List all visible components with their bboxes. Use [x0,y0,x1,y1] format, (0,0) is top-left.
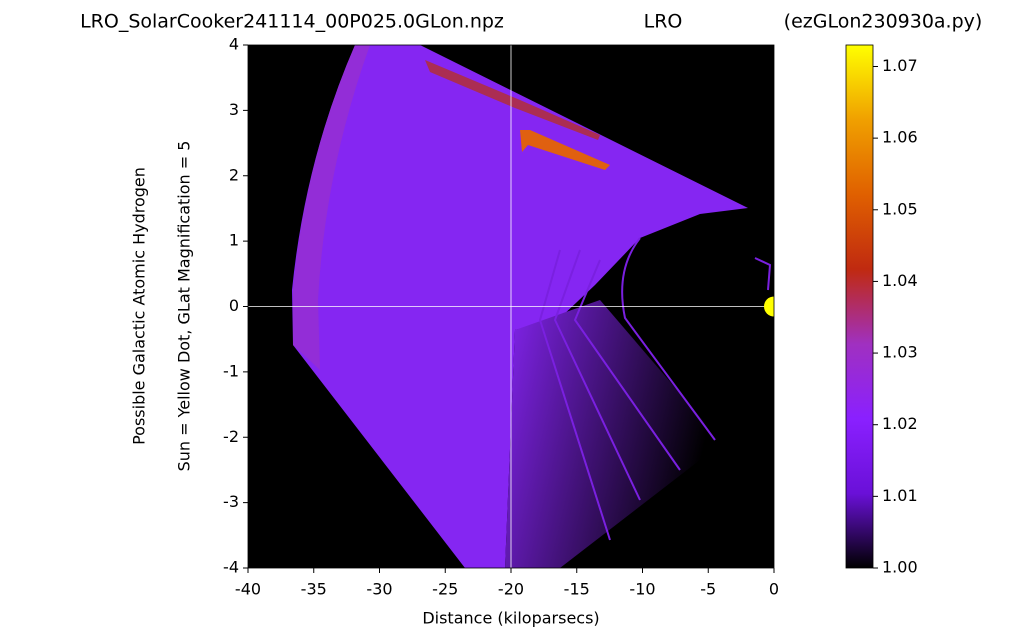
hydrogen-streak [520,130,610,170]
y-tick-label: -2 [223,427,239,446]
x-axis-label: Distance (kiloparsecs) [422,609,599,628]
title-left: LRO_SolarCooker241114_00P025.0GLon.npz [80,11,504,33]
y-tick-label: -4 [223,558,239,577]
x-tick-label: -15 [564,580,590,599]
sun-marker [764,296,774,317]
x-tick-label: -40 [235,580,261,599]
title-right: (ezGLon230930a.py) [784,11,983,33]
hydrogen-region [293,45,370,370]
y-tick-label: 3 [229,100,239,119]
x-tick-label: -20 [498,580,524,599]
colorbar-tick-label: 1.04 [882,271,918,290]
colorbar [845,44,874,569]
colorbar-tick-label: 1.06 [882,128,918,147]
x-tick-label: -35 [301,580,327,599]
stripe [553,249,641,501]
stripe [621,237,716,441]
x-tick-label: -25 [432,580,458,599]
stripe [573,259,681,471]
y-tick-label: 0 [229,296,239,315]
stripe [754,257,772,291]
x-tick-label: -30 [366,580,392,599]
x-tick-label: -5 [700,580,716,599]
colorbar-tick-label: 1.00 [882,558,918,577]
colorbar-tick-label: 1.03 [882,343,918,362]
colorbar-tick-label: 1.02 [882,414,918,433]
colorbar-tick-label: 1.07 [882,56,918,75]
y-tick-label: -3 [223,492,239,511]
y-axis-label: Sun = Yellow Dot, GLat Magnification = 5 [175,141,194,472]
colorbar-tick-label: 1.01 [882,486,918,505]
x-tick-label: 0 [769,580,779,599]
y-tick-label: 2 [229,165,239,184]
y-tick-label: 1 [229,231,239,250]
y-tick-label: -1 [223,361,239,380]
y-axis-label: Possible Galactic Atomic Hydrogen [130,167,149,445]
hydrogen-stripes [538,237,772,541]
stripe [538,249,611,541]
colorbar-tick-label: 1.05 [882,199,918,218]
x-tick-label: -10 [629,580,655,599]
chart-title: LRO [644,11,683,33]
hydrogen-fade [505,300,720,568]
y-tick-label: 4 [229,35,239,54]
plot-area [248,45,774,568]
hydrogen-streak [425,60,600,140]
